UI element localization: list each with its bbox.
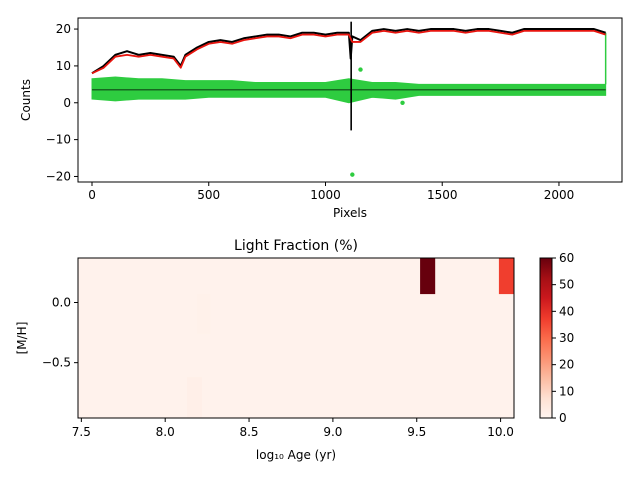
spectrum-axes-frame <box>77 17 623 183</box>
y-tick-label: 10 <box>56 59 71 73</box>
heatmap-cell <box>420 258 436 295</box>
spectrum-y-label: Counts <box>19 79 33 121</box>
heatmap-x-ticks: 7.5 8.0 8.5 9.0 9.5 10.0 <box>72 418 514 439</box>
colorbar-ticks: 0 10 20 30 40 50 60 <box>552 251 574 425</box>
x-tick-label: 10.0 <box>487 425 514 439</box>
heatmap-axes-frame <box>77 257 515 419</box>
spectrum-x-label: Pixels <box>333 206 367 220</box>
x-tick-label: 2000 <box>544 188 575 202</box>
spectrum-x-ticks: 0 500 1000 1500 2000 <box>88 182 574 202</box>
y-tick-label: −20 <box>46 169 71 183</box>
x-tick-label: 7.5 <box>72 425 91 439</box>
residual-outlier <box>400 100 405 105</box>
heatmap-cell <box>187 377 203 418</box>
x-tick-label: 8.5 <box>239 425 258 439</box>
heatmap-title: Light Fraction (%) <box>234 238 358 254</box>
residual-outlier <box>358 67 363 72</box>
heatmap-x-label: log₁₀ Age (yr) <box>256 448 336 462</box>
colorbar-tick-label: 30 <box>559 331 574 345</box>
heatmap-plot-area <box>78 258 514 418</box>
x-tick-label: 8.0 <box>156 425 175 439</box>
heatmap-y-ticks: 0.0 −0.5 <box>42 296 78 370</box>
colorbar-tick-label: 20 <box>559 358 574 372</box>
y-tick-label: −0.5 <box>42 356 71 370</box>
spectrum-panel: 0 500 1000 1500 2000 −20 −10 0 10 20 Pixels Coun… <box>19 17 623 220</box>
x-tick-label: 9.0 <box>323 425 342 439</box>
x-tick-label: 0 <box>88 188 96 202</box>
spectrum-y-ticks: −20 −10 0 10 20 <box>46 22 78 183</box>
colorbar-tick-label: 0 <box>559 411 567 425</box>
x-tick-label: 9.5 <box>407 425 426 439</box>
heatmap-y-label: [M/H] <box>15 322 29 355</box>
spectrum-plot-area <box>91 21 607 177</box>
y-tick-label: 20 <box>56 22 71 36</box>
colorbar <box>539 257 553 419</box>
heatmap-background <box>78 258 514 418</box>
colorbar-tick-label: 50 <box>559 278 574 292</box>
residual-outlier <box>350 172 355 177</box>
heatmap-cell <box>498 258 514 295</box>
light-fraction-panel: Light Fraction (%) 7.5 8.0 8.5 9.0 9.5 10.0 0… <box>15 238 574 462</box>
x-tick-label: 1500 <box>427 188 458 202</box>
colorbar-tick-label: 60 <box>559 251 574 265</box>
y-tick-label: −10 <box>46 133 71 147</box>
heatmap-cell <box>197 294 211 334</box>
y-tick-label: 0 <box>63 96 71 110</box>
model-spectrum-line <box>91 29 606 75</box>
x-tick-label: 500 <box>197 188 220 202</box>
colorbar-tick-label: 10 <box>559 384 574 398</box>
y-tick-label: 0.0 <box>52 296 71 310</box>
colorbar-tick-label: 40 <box>559 304 574 318</box>
x-tick-label: 1000 <box>310 188 341 202</box>
observed-spectrum-line <box>91 28 606 75</box>
